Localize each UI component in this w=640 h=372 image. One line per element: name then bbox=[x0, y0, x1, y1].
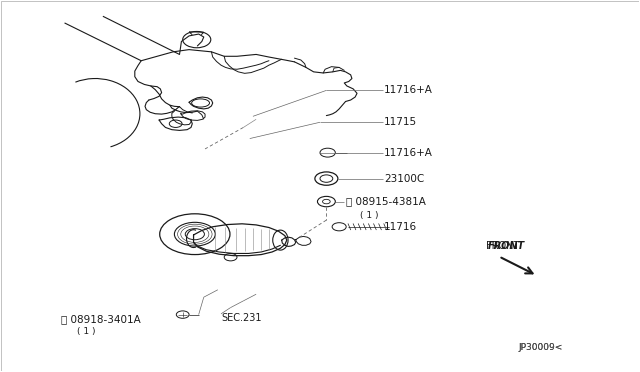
Text: FRONT: FRONT bbox=[486, 241, 520, 251]
Text: FRONT: FRONT bbox=[487, 241, 524, 251]
Text: ⓥ 08915-4381A: ⓥ 08915-4381A bbox=[346, 196, 426, 206]
Text: ⓝ 08918-3401A: ⓝ 08918-3401A bbox=[61, 314, 141, 324]
Text: ( 1 ): ( 1 ) bbox=[360, 211, 379, 220]
Text: 11716+A: 11716+A bbox=[384, 86, 433, 95]
Text: JP30009<: JP30009< bbox=[518, 343, 563, 352]
Text: 11716+A: 11716+A bbox=[384, 148, 433, 158]
Text: 23100C: 23100C bbox=[384, 174, 424, 184]
Text: JP30009<: JP30009< bbox=[518, 343, 563, 352]
Text: 11715: 11715 bbox=[384, 117, 417, 127]
Text: ( 1 ): ( 1 ) bbox=[77, 327, 96, 336]
Text: 11716: 11716 bbox=[384, 222, 417, 232]
Text: SEC.231: SEC.231 bbox=[221, 312, 262, 323]
